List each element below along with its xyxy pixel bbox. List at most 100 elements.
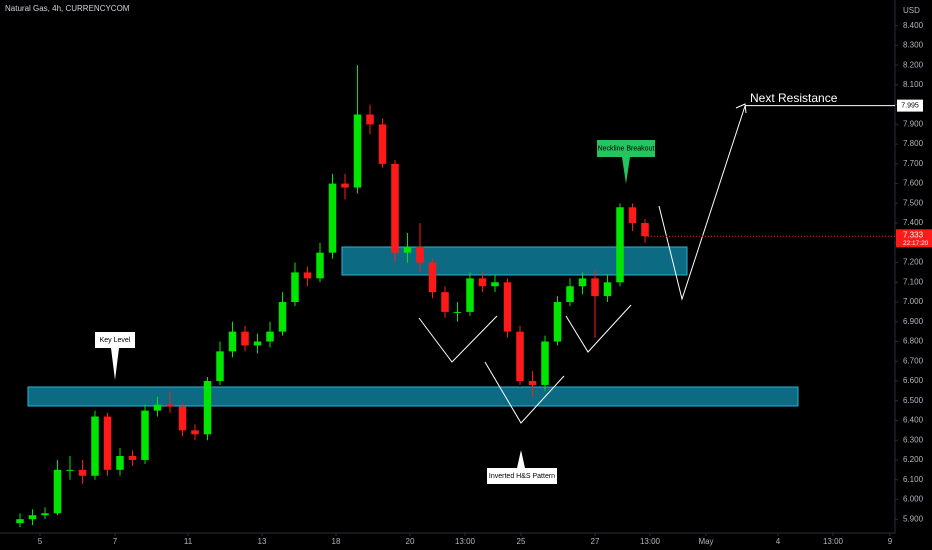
- candle-body: [241, 331, 249, 346]
- candle-body: [453, 311, 462, 313]
- y-tick-label: 7.000: [903, 297, 924, 306]
- y-tick-label: 6.500: [903, 396, 924, 405]
- candle-body: [403, 246, 412, 253]
- callout-text: Neckline Breakout: [598, 145, 655, 152]
- y-tick-label: 6.100: [903, 475, 924, 484]
- y-tick-label: 6.000: [903, 495, 924, 504]
- y-tick-label: 7.800: [903, 139, 924, 148]
- y-tick-label: 5.900: [903, 514, 924, 523]
- x-tick-label: 20: [406, 537, 415, 546]
- breakout-callout: Neckline Breakout: [597, 140, 655, 184]
- y-tick-label: 7.400: [903, 218, 924, 227]
- y-tick-label: 7.900: [903, 119, 924, 128]
- candle-body: [28, 515, 37, 520]
- projection: [658, 105, 746, 301]
- current-price-label: 7.333: [903, 230, 924, 239]
- candle-body: [91, 416, 99, 476]
- x-tick-label: 13: [258, 537, 267, 546]
- candle-body: [516, 331, 524, 381]
- next-resistance-label: Next Resistance: [750, 91, 838, 105]
- candle-body: [66, 469, 74, 471]
- candle-body: [153, 404, 162, 411]
- candle-body: [316, 252, 324, 279]
- x-tick-label: 11: [184, 537, 193, 546]
- y-tick-label: 6.300: [903, 435, 924, 444]
- callout-box: [95, 332, 135, 380]
- x-tick-label: May: [698, 537, 713, 546]
- candle-body: [116, 456, 124, 470]
- candle-body: [641, 223, 649, 237]
- countdown-label: 22:17:20: [903, 240, 929, 247]
- x-tick-label: 13:00: [823, 537, 844, 546]
- candle-body: [491, 282, 499, 287]
- candle-body: [366, 114, 374, 125]
- x-tick-label: 25: [517, 537, 526, 546]
- candle-body: [178, 406, 187, 431]
- head: [484, 361, 565, 424]
- candle-body: [416, 246, 424, 263]
- y-tick-label: 8.100: [903, 80, 924, 89]
- y-tick-label: 6.900: [903, 317, 924, 326]
- candle-body: [16, 519, 24, 524]
- x-tick-label: 5: [38, 537, 43, 546]
- candle-body: [191, 430, 199, 435]
- candle-body: [466, 278, 474, 312]
- x-tick-label: 13:00: [455, 537, 476, 546]
- candle-body: [503, 282, 512, 332]
- candle-body: [141, 410, 149, 460]
- resistance-zone: [341, 246, 688, 276]
- pattern-lines: [418, 103, 747, 424]
- candle-body: [591, 278, 599, 297]
- candle-body: [478, 278, 487, 287]
- y-tick-label: 6.600: [903, 376, 924, 385]
- y-tick-label: 8.300: [903, 41, 924, 50]
- candle-body: [103, 416, 112, 470]
- x-tick-label: 7: [113, 537, 118, 546]
- candle-body: [53, 469, 62, 514]
- candle-body: [328, 183, 337, 253]
- y-tick-label: 6.700: [903, 356, 924, 365]
- callout-box: [597, 140, 655, 184]
- candle-body: [578, 278, 587, 287]
- left-shoulder: [418, 315, 498, 363]
- chart-title: Natural Gas, 4h, CURRENCYCOM: [5, 4, 130, 13]
- y-tick-label: 6.200: [903, 455, 924, 464]
- y-tick-label: 7.600: [903, 179, 924, 188]
- candle-body: [628, 207, 637, 224]
- x-tick-label: 18: [332, 537, 341, 546]
- candle-body: [441, 292, 449, 312]
- key-level-callout: Key Level: [95, 332, 135, 380]
- y-tick-label: 7.200: [903, 258, 924, 267]
- y-tick-label: 8.200: [903, 60, 924, 69]
- candle-body: [291, 272, 299, 303]
- candle-body: [541, 341, 549, 385]
- candle-body: [228, 331, 237, 352]
- x-tick-label: 27: [591, 537, 600, 546]
- candle-body: [428, 262, 437, 293]
- candle-body: [553, 302, 562, 342]
- candle-body: [41, 513, 49, 516]
- candle-body: [603, 282, 612, 297]
- current-price-box: [896, 229, 932, 248]
- resistance-price-box: [897, 99, 923, 112]
- y-tick-label: 6.400: [903, 416, 924, 425]
- callout-box: [487, 450, 557, 484]
- candle-body: [378, 124, 387, 164]
- arrow-head: [735, 103, 747, 114]
- candle-body: [128, 456, 137, 460]
- candle-body: [78, 469, 87, 476]
- x-tick-label: 9: [888, 537, 893, 546]
- candle-body: [303, 272, 312, 279]
- callout-text: Key Level: [100, 337, 131, 344]
- candle-body: [203, 380, 212, 435]
- candle-body: [253, 341, 262, 346]
- candle-body: [216, 351, 224, 381]
- candle-body: [266, 331, 274, 342]
- candle-body: [616, 207, 624, 283]
- pattern-callout: Inverted H&S Pattern: [487, 450, 557, 484]
- y-tick-label: 6.800: [903, 337, 924, 346]
- y-tick-label: 7.500: [903, 198, 924, 207]
- candle-body: [278, 302, 287, 332]
